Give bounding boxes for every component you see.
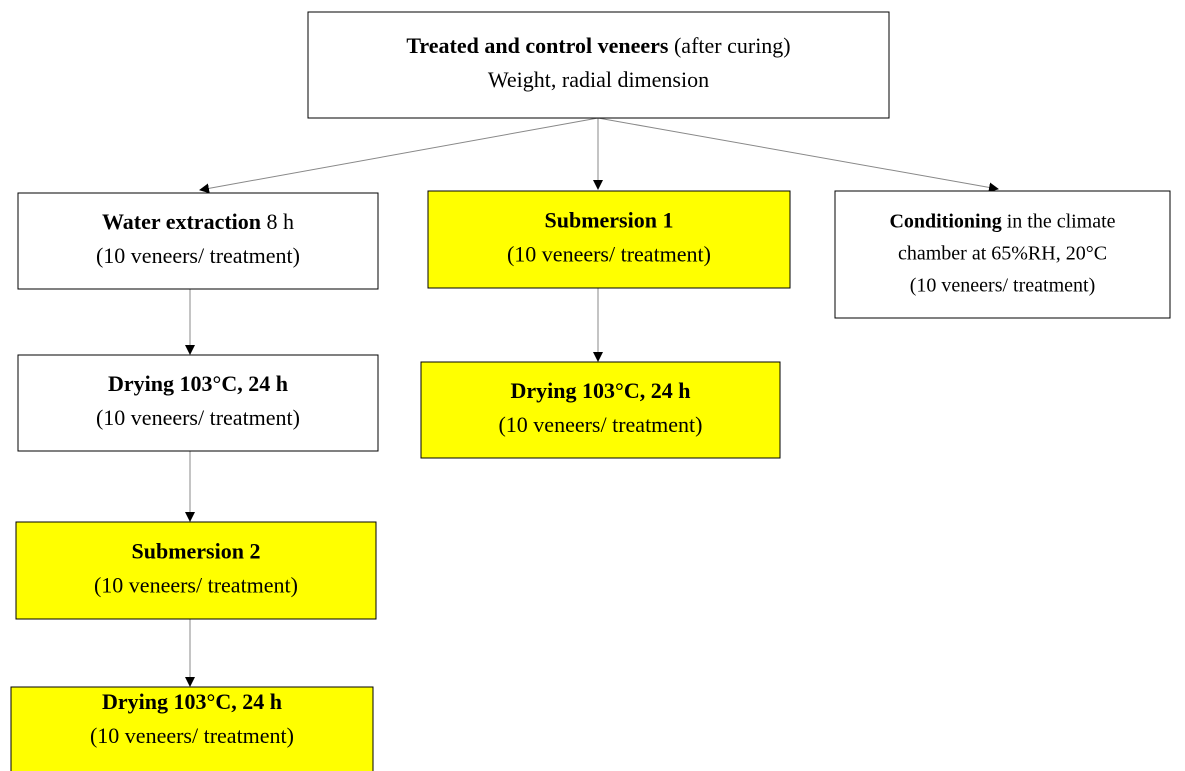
node-box xyxy=(420,361,781,459)
bold-text: Submersion 1 xyxy=(545,208,674,233)
bold-text: Drying 103°C, 24 h xyxy=(102,689,282,714)
node-text: Water extraction 8 h xyxy=(102,209,294,234)
bold-text: Treated and control veneers xyxy=(406,33,669,58)
node-text: Submersion 2 xyxy=(132,539,261,564)
text-span: (10 veneers/ treatment) xyxy=(96,243,300,268)
edges xyxy=(185,117,999,687)
node-text: Treated and control veneers (after curin… xyxy=(406,33,790,58)
node-text: Conditioning in the climate xyxy=(889,210,1115,232)
text-span: (10 veneers/ treatment) xyxy=(94,573,298,598)
node: Submersion 2 (10 veneers/ treatment) xyxy=(15,521,377,620)
node: Treated and control veneers (after curin… xyxy=(307,11,890,119)
text-span: 8 h xyxy=(261,209,294,234)
node-box xyxy=(427,190,791,289)
text-span: (10 veneers/ treatment) xyxy=(507,242,711,267)
text-span: Weight, radial dimension xyxy=(488,67,709,92)
node-box xyxy=(10,686,374,771)
text-span: (10 veneers/ treatment) xyxy=(910,274,1095,296)
node-box xyxy=(15,521,377,620)
node-box xyxy=(17,354,379,452)
node-box xyxy=(17,192,379,290)
node-text: (10 veneers/ treatment) xyxy=(96,405,300,430)
bold-text: Submersion 2 xyxy=(132,539,261,564)
node-box xyxy=(834,190,1171,319)
node-box xyxy=(307,11,890,119)
node-text: (10 veneers/ treatment) xyxy=(498,412,702,437)
node: Submersion 1 (10 veneers/ treatment) xyxy=(427,190,791,289)
node: Conditioning in the climate chamber at 65… xyxy=(834,190,1171,319)
edge xyxy=(199,117,599,194)
node: Water extraction 8 h (10 veneers/ treatme… xyxy=(17,192,379,290)
node-text: (10 veneers/ treatment) xyxy=(90,723,294,748)
node-text: Drying 103°C, 24 h xyxy=(108,371,288,396)
node-text: chamber at 65%RH, 20°C xyxy=(898,242,1107,264)
text-span: in the climate xyxy=(1002,210,1116,232)
bold-text: Drying 103°C, 24 h xyxy=(511,378,691,403)
text-span: (10 veneers/ treatment) xyxy=(498,412,702,437)
node: Drying 103°C, 24 h (10 veneers/ treatment… xyxy=(420,361,781,459)
node-text: Drying 103°C, 24 h xyxy=(102,689,282,714)
node: Drying 103°C, 24 h (10 veneers/ treatment… xyxy=(17,354,379,452)
node-text: (10 veneers/ treatment) xyxy=(910,274,1095,296)
node-text: (10 veneers/ treatment) xyxy=(94,573,298,598)
text-span: (after curing) xyxy=(668,33,790,58)
node: Drying 103°C, 24 h (10 veneers/ treatment… xyxy=(10,686,374,771)
bold-text: Water extraction xyxy=(102,209,261,234)
node-text: (10 veneers/ treatment) xyxy=(96,243,300,268)
node-text: Drying 103°C, 24 h xyxy=(511,378,691,403)
bold-text: Drying 103°C, 24 h xyxy=(108,371,288,396)
node-text: (10 veneers/ treatment) xyxy=(507,242,711,267)
edge xyxy=(597,117,999,193)
text-span: (10 veneers/ treatment) xyxy=(90,723,294,748)
text-span: (10 veneers/ treatment) xyxy=(96,405,300,430)
text-span: chamber at 65%RH, 20°C xyxy=(898,242,1107,264)
node-text: Weight, radial dimension xyxy=(488,67,709,92)
bold-text: Conditioning xyxy=(889,210,1001,232)
node-text: Submersion 1 xyxy=(545,208,674,233)
